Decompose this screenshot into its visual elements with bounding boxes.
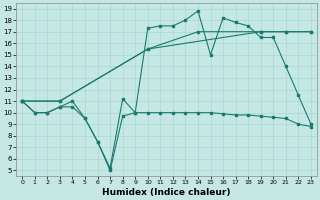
X-axis label: Humidex (Indice chaleur): Humidex (Indice chaleur) — [102, 188, 231, 197]
